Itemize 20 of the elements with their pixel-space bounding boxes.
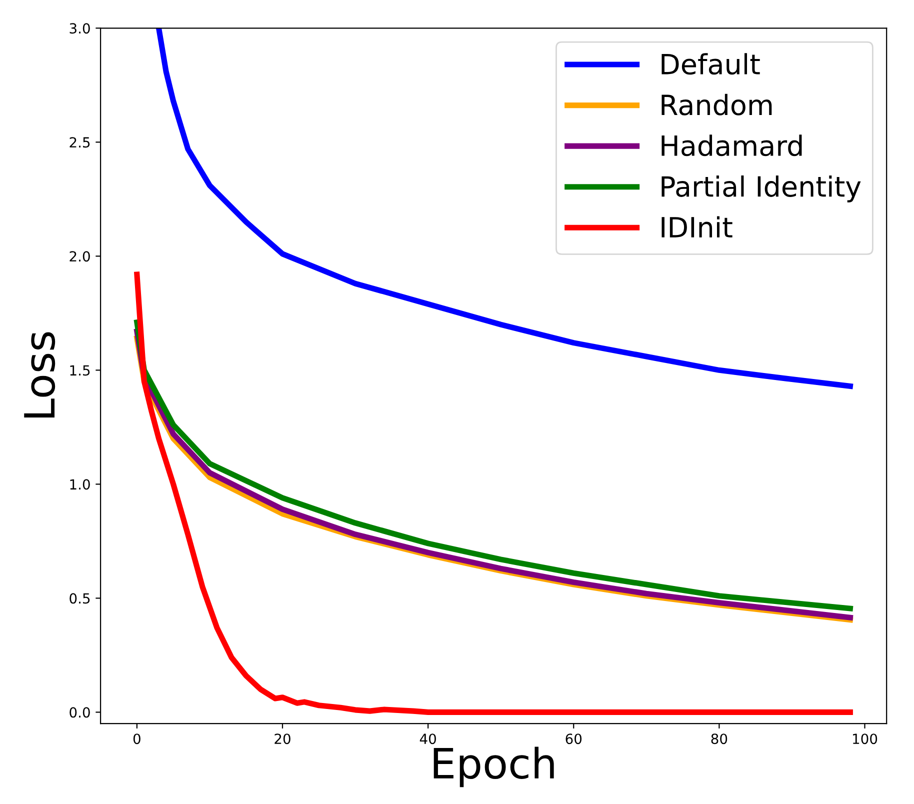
y-tick-label: 2.0 [70, 251, 90, 262]
y-tick-label: 2.5 [70, 137, 90, 148]
x-tick-label: 20 [274, 734, 290, 744]
x-tick-label: 60 [566, 734, 582, 744]
x-axis-title: Epoch [434, 746, 554, 788]
y-tick-label: 1.5 [70, 365, 90, 376]
x-tick-label: 40 [420, 734, 436, 744]
legend-label: Hadamard [662, 134, 802, 156]
x-tick-label: 0 [133, 734, 140, 744]
y-tick-label: 0.0 [70, 707, 90, 718]
y-tick-label: 0.5 [70, 593, 90, 604]
legend-label: Partial Identity [662, 175, 861, 202]
y-tick-label: 3.0 [70, 23, 90, 34]
y-tick-label: 1.0 [70, 479, 90, 490]
legend-label: Random [662, 94, 772, 116]
x-tick-label: 80 [711, 734, 728, 744]
legend-label: IDInit [662, 216, 732, 238]
y-axis-title: Loss [24, 332, 56, 418]
legend-label: Default [662, 53, 760, 75]
x-tick-label: 100 [853, 734, 878, 744]
